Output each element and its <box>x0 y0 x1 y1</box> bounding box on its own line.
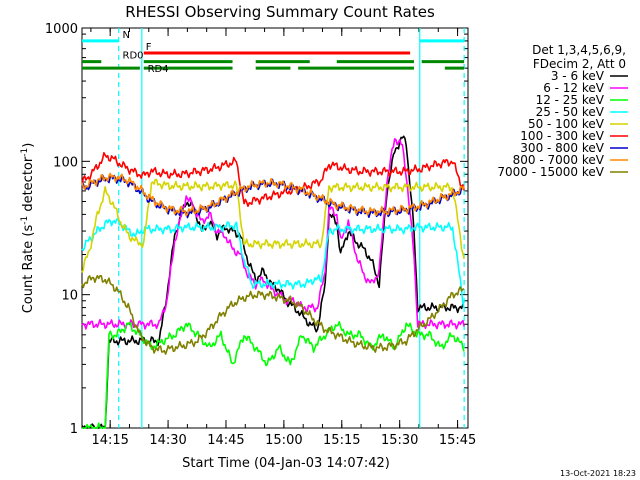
legend-entry-label: 25 - 50 keV <box>536 105 605 119</box>
x-axis-label: Start Time (04-Jan-03 14:07:42) <box>182 456 390 471</box>
x-tick-label: 15:00 <box>265 433 302 448</box>
x-tick-label: 14:30 <box>149 433 186 448</box>
flag-label: RD0 <box>123 51 144 62</box>
y-tick-labels: 1 10 100 1000 <box>45 22 78 437</box>
y-axis-label-sup: -1 <box>20 148 30 157</box>
x-tick-label: 15:30 <box>381 433 418 448</box>
plot-frame <box>81 27 469 429</box>
y-tick-label: 100 <box>53 155 78 170</box>
legend-entry-label: 6 - 12 keV <box>543 81 605 95</box>
y-tick-label: 1000 <box>45 22 78 37</box>
series-line <box>81 138 465 330</box>
legend-entry-label: 7000 - 15000 keV <box>497 165 604 179</box>
legend-entry-label: 800 - 7000 keV <box>513 153 605 167</box>
legend: Det 1,3,4,5,6,9, FDecim 2, Att 0 3 - 6 k… <box>497 43 628 179</box>
x-tick-label: 15:45 <box>439 433 476 448</box>
x-tick-labels: 14:15 14:30 14:45 15:00 15:15 15:30 15:45 <box>91 433 476 448</box>
series-line <box>81 274 465 355</box>
x-tick-label: 14:15 <box>91 433 128 448</box>
legend-entry-label: 12 - 25 keV <box>536 93 605 107</box>
legend-entry-label: 3 - 6 keV <box>551 69 605 83</box>
flag-label: RD4 <box>148 64 169 75</box>
legend-header-line: FDecim 2, Att 0 <box>533 57 626 71</box>
y-axis-label-part: ) <box>21 143 36 148</box>
legend-entry-label: 300 - 800 keV <box>520 141 604 155</box>
series-layer <box>81 135 465 429</box>
chart-title: RHESSI Observing Summary Count Rates <box>125 3 435 21</box>
y-tick-label: 1 <box>70 422 78 437</box>
legend-entry-label: 50 - 100 keV <box>528 117 605 131</box>
footer-timestamp: 13-Oct-2021 18:23 <box>560 469 636 478</box>
x-tick-label: 15:15 <box>323 433 360 448</box>
y-axis-label: Count Rate (s-1 detector-1) <box>20 143 36 314</box>
flag-label: N <box>123 30 130 41</box>
y-axis-label-sup: -1 <box>20 216 30 225</box>
flag-label: F <box>146 42 152 53</box>
series-line <box>81 178 465 273</box>
y-axis-label-part: detector <box>21 156 36 216</box>
series-line <box>81 152 465 207</box>
y-axis-label-part: Count Rate (s <box>21 225 36 314</box>
series-line <box>82 321 465 429</box>
legend-header-line: Det 1,3,4,5,6,9, <box>532 43 626 57</box>
legend-entry-label: 100 - 300 keV <box>520 129 604 143</box>
y-tick-label: 10 <box>61 289 78 304</box>
series-line <box>81 172 465 217</box>
plot-border <box>81 27 469 429</box>
x-tick-label: 14:45 <box>207 433 244 448</box>
